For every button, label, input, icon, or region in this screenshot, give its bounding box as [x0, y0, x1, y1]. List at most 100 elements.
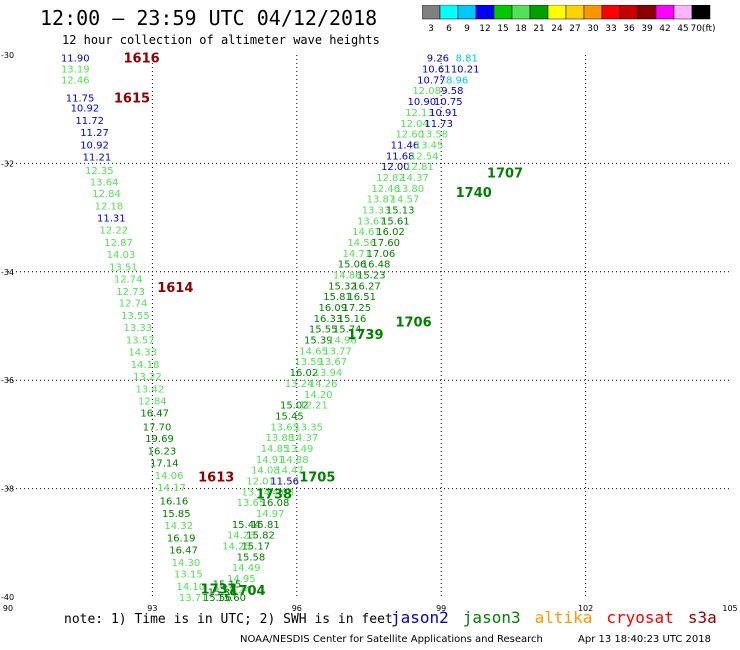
- track-time-label: 1707: [487, 167, 523, 182]
- colorbar-tick-label: 39: [641, 24, 653, 33]
- track-time-label: 1706: [395, 316, 431, 331]
- y-tick-label: -38: [1, 485, 14, 494]
- swh-value-label: 12.60: [395, 130, 424, 141]
- swh-value-label: 11.75: [66, 93, 95, 104]
- swh-value-label: 15.06: [338, 260, 367, 271]
- swh-value-label: 11.68: [386, 151, 415, 162]
- swh-value-label: 12.46: [61, 75, 90, 86]
- swh-value-label: 14.10: [176, 582, 205, 593]
- page-subtitle: 12 hour collection of altimeter wave hei…: [62, 33, 380, 47]
- swh-value-label: 10.92: [80, 140, 109, 151]
- colorbar-tick-label: 30: [587, 24, 599, 33]
- swh-value-label: 13.59: [294, 357, 323, 368]
- swh-value-label: 11.90: [61, 54, 90, 65]
- swh-value-label: 17.25: [343, 303, 372, 314]
- swh-value-label: 16.27: [352, 281, 381, 292]
- units-note: note: 1) Time is in UTC; 2) SWH is in fe…: [64, 612, 393, 627]
- swh-value-label: 15.74: [333, 325, 362, 336]
- swh-value-label: 11.72: [75, 116, 104, 127]
- colorbar-tick-label: 12: [479, 24, 490, 33]
- swh-value-label: 14.17: [157, 483, 186, 494]
- swh-value-label: 16.47: [140, 409, 169, 420]
- swh-value-label: 9.58: [441, 86, 463, 97]
- swh-value-label: 13.58: [420, 130, 449, 141]
- swh-value-label: 12.35: [85, 166, 114, 177]
- swh-value-label: 13.33: [124, 323, 153, 334]
- swh-value-label: 15.13: [386, 205, 415, 216]
- swh-value-label: 13.87: [367, 195, 396, 206]
- swh-value-label: 14.91: [256, 455, 285, 466]
- swh-value-label: 16.48: [362, 260, 391, 271]
- swh-value-label: 12.81: [405, 162, 434, 173]
- legend-cryosat: cryosat: [606, 608, 674, 627]
- swh-value-label: 10.90: [408, 97, 437, 108]
- swh-value-label: 16.08: [261, 498, 290, 509]
- swh-value-label: 14.86: [333, 271, 362, 282]
- swh-value-label: 15.15: [213, 579, 242, 590]
- swh-value-label: 13.51: [109, 262, 138, 273]
- timestamp: Apr 13 18:40:23 UTC 2018: [578, 634, 711, 645]
- colorbar-tick-label: 21: [533, 24, 544, 33]
- swh-value-label: 13.65: [237, 498, 266, 509]
- swh-value-label: 17.70: [143, 422, 172, 433]
- swh-value-label: 10.21: [451, 65, 480, 76]
- y-tick-label: -34: [1, 268, 14, 277]
- swh-value-label: 14.65: [299, 346, 328, 357]
- swh-value-label: 10.92: [71, 104, 100, 115]
- credit-line: NOAA/NESDIS Center for Satellite Applica…: [240, 634, 543, 645]
- x-tick-label: 93: [147, 604, 157, 613]
- swh-value-label: 12.21: [299, 401, 328, 412]
- swh-value-label: 15.60: [217, 593, 246, 604]
- swh-value-label: 12.00: [381, 162, 410, 173]
- swh-value-label: 14.23: [227, 531, 256, 542]
- swh-value-label: 14.85: [261, 444, 290, 455]
- y-tick-label: -30: [1, 51, 14, 60]
- swh-value-label: 13.67: [357, 216, 386, 227]
- swh-value-label: 16.33: [314, 314, 343, 325]
- swh-value-label: 13.45: [415, 140, 444, 151]
- swh-value-label: 11.73: [424, 119, 453, 130]
- swh-value-label: 14.30: [172, 558, 201, 569]
- swh-value-label: 14.20: [304, 390, 333, 401]
- track-time-label: 1705: [299, 471, 335, 486]
- track-time-label: 1615: [114, 91, 150, 106]
- swh-value-label: 14.33: [128, 347, 157, 358]
- swh-value-label: 16.02: [376, 227, 405, 238]
- swh-value-label: 12.01: [246, 476, 275, 487]
- y-tick-label: -40: [1, 593, 14, 602]
- swh-value-label: 13.64: [90, 177, 119, 188]
- swh-value-label: 13.77: [323, 346, 352, 357]
- swh-value-label: 15.81: [323, 292, 352, 303]
- swh-value-label: 14.06: [155, 471, 184, 482]
- track-time-label: 1739: [347, 328, 383, 343]
- swh-value-label: 12.84: [92, 189, 121, 200]
- page-title: 12:00 – 23:59 UTC 04/12/2018: [40, 6, 378, 30]
- colorbar-tick-label: 9: [464, 24, 470, 33]
- track-time-label: 1738: [256, 487, 292, 502]
- track-time-label: 1740: [456, 186, 492, 201]
- colorbar-tick-label: 42: [659, 24, 670, 33]
- swh-value-label: 13.67: [318, 357, 347, 368]
- legend-s3a: s3a: [687, 608, 717, 627]
- colorbar-tick-label: 3: [428, 24, 434, 33]
- swh-value-label: 11.46: [391, 140, 420, 151]
- colorbar-tick-label: 24: [551, 24, 563, 33]
- swh-value-label: 9.26: [427, 54, 449, 65]
- swh-value-label: 17.60: [371, 238, 400, 249]
- swh-value-label: 14.03: [107, 250, 136, 261]
- x-tick-label: 102: [578, 604, 593, 613]
- swh-value-label: 14.37: [290, 433, 319, 444]
- swh-value-label: 11.21: [83, 152, 112, 163]
- swh-value-label: 19.69: [145, 434, 174, 445]
- colorbar-swatch: [691, 5, 711, 20]
- swh-value-label: 13.71: [179, 593, 208, 604]
- swh-value-label: 14.26: [309, 379, 338, 390]
- swh-value-label: 13.24: [285, 379, 314, 390]
- swh-value-label: 14.08: [251, 466, 280, 477]
- swh-value-label: 10.75: [434, 97, 463, 108]
- swh-value-label: 14.57: [391, 195, 420, 206]
- swh-value-label: 14.49: [232, 563, 261, 574]
- colorbar-tick-label: 15: [497, 24, 508, 33]
- swh-value-label: 13.22: [133, 372, 162, 383]
- colorbar-tick-label: 70(ft): [690, 24, 715, 33]
